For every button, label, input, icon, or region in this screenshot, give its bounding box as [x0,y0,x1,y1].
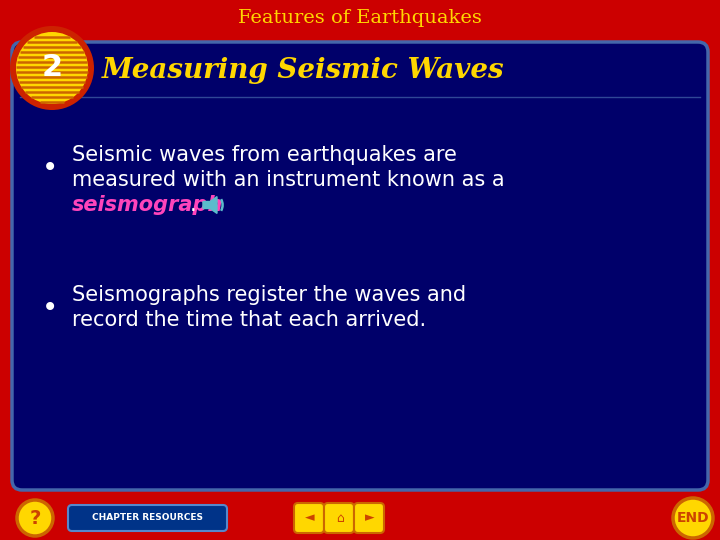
Text: measured with an instrument known as a: measured with an instrument known as a [72,170,505,190]
Text: ◄: ◄ [305,511,315,524]
Text: record the time that each arrived.: record the time that each arrived. [72,310,426,330]
FancyBboxPatch shape [354,503,384,533]
Text: 2: 2 [42,53,63,83]
Text: Measuring Seismic Waves: Measuring Seismic Waves [102,57,505,84]
Text: END: END [677,511,709,525]
Text: Seismographs register the waves and: Seismographs register the waves and [72,285,466,305]
FancyBboxPatch shape [12,42,708,490]
Text: •: • [42,153,58,181]
Text: CHAPTER RESOURCES: CHAPTER RESOURCES [92,514,204,523]
Polygon shape [203,197,217,213]
Text: Seismic waves from earthquakes are: Seismic waves from earthquakes are [72,145,457,165]
Text: .: . [190,195,197,215]
Circle shape [16,32,88,104]
Text: ►: ► [365,511,375,524]
FancyBboxPatch shape [324,503,354,533]
FancyBboxPatch shape [0,0,720,35]
Circle shape [10,26,94,110]
Text: Features of Earthquakes: Features of Earthquakes [238,9,482,27]
Circle shape [17,500,53,536]
Text: seismograph: seismograph [72,195,223,215]
Text: ?: ? [30,509,41,528]
Circle shape [673,498,713,538]
FancyBboxPatch shape [294,503,324,533]
Text: •: • [42,294,58,321]
FancyBboxPatch shape [68,505,227,531]
Text: ⌂: ⌂ [336,511,344,524]
